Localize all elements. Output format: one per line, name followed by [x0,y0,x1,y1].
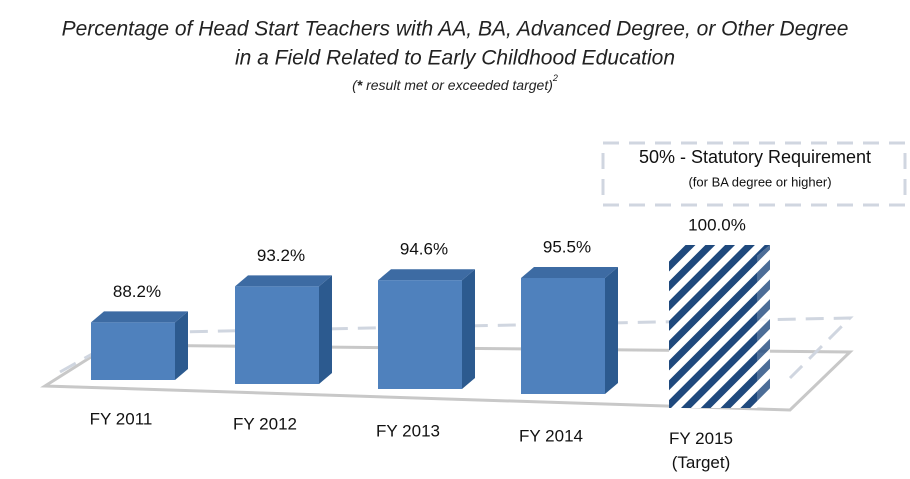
bar-side [605,267,618,394]
data-label: 100.0% [688,215,746,234]
bar-top [521,267,618,278]
x-tick-label: FY 2013 [376,421,440,440]
x-tick-label: FY 2012 [233,414,297,433]
bar-side [175,311,188,380]
x-tick-label: FY 2015 (Target) [669,429,733,472]
subtitle-part: ( [352,77,358,93]
bar [669,256,757,408]
bar [378,280,462,389]
bar-top [235,275,332,287]
x-tick-label: FY 2011 [90,409,153,428]
x-tick-label-line: (Target) [672,453,731,472]
data-label: 93.2% [257,246,305,265]
subtitle-mark: * [357,77,363,93]
annotation: (for BA degree or higher) [688,174,831,189]
x-tick-label: FY 2014 [519,426,583,445]
chart-title: Percentage of Head Start Teachers with A… [62,18,849,41]
x-tick-label-line: FY 2015 [669,429,733,448]
data-label: 95.5% [543,237,591,256]
data-label: 88.2% [113,282,161,301]
subtitle-part: result met or exceeded target) [362,77,553,93]
bar-top [669,245,770,256]
bar-top [378,269,475,281]
bar [521,278,605,394]
annotation-box [601,141,907,207]
data-label: 94.6% [400,240,448,259]
bar-side [319,275,332,384]
bar [235,286,319,384]
bar-side [462,269,475,389]
bar-top [91,311,188,323]
footnote-mark: 2 [552,73,558,83]
annotation: 50% - Statutory Requirement [639,147,871,167]
floor [40,343,854,412]
bar [91,322,175,380]
bar-side [757,245,770,408]
chart-subtitle: (* result met or exceeded target)2 [352,73,558,92]
bars: 88.2% FY 2011 93.2% FY 2012 94.6% FY 2013 95.5… [90,215,770,472]
chart-title: in a Field Related to Early Childhood Ed… [235,47,675,70]
